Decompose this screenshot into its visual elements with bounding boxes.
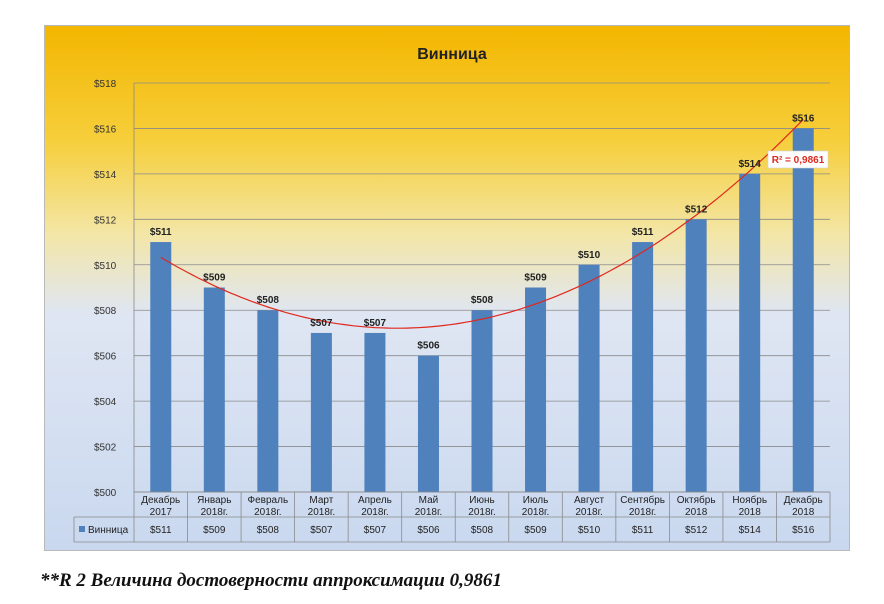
bar bbox=[364, 332, 386, 492]
bar bbox=[685, 219, 707, 493]
y-tick-label: $502 bbox=[94, 443, 117, 454]
category-label: Март bbox=[309, 495, 333, 506]
y-tick-label: $508 bbox=[94, 306, 117, 317]
category-label: Февраль bbox=[248, 495, 289, 506]
table-cell: $507 bbox=[364, 525, 387, 536]
category-label: 2018г. bbox=[308, 507, 335, 518]
category-label: 2018 bbox=[739, 507, 762, 518]
table-cell: $508 bbox=[257, 525, 280, 536]
y-tick-label: $512 bbox=[94, 215, 117, 226]
table-cell: $507 bbox=[310, 525, 333, 536]
table-cell: $510 bbox=[578, 525, 601, 536]
y-tick-label: $514 bbox=[94, 170, 117, 181]
category-label: Июнь bbox=[469, 495, 494, 506]
category-label: 2018 bbox=[792, 507, 815, 518]
y-tick-label: $518 bbox=[94, 79, 117, 90]
category-label: Август bbox=[574, 495, 605, 506]
data-label: $514 bbox=[739, 159, 762, 170]
category-label: Октябрь bbox=[677, 494, 716, 506]
data-label: $508 bbox=[471, 295, 494, 306]
category-label: 2018г. bbox=[522, 507, 549, 518]
bar bbox=[203, 287, 225, 492]
category-label: Декабрь bbox=[141, 494, 180, 506]
chart-title: Винница bbox=[417, 46, 487, 63]
table-cell: $508 bbox=[471, 525, 494, 536]
legend-label: Винница bbox=[88, 525, 129, 536]
y-tick-label: $500 bbox=[94, 488, 117, 499]
category-label: Май bbox=[419, 495, 439, 506]
data-label: $511 bbox=[150, 227, 172, 238]
category-label: 2018г. bbox=[254, 507, 281, 518]
data-label: $506 bbox=[417, 341, 440, 352]
chart-svg: Винница $500 $502 $504 $506 $508 $510 $512 $514 $… bbox=[73, 46, 831, 543]
category-label: 2018г. bbox=[629, 507, 656, 518]
table-cell: $512 bbox=[685, 525, 708, 536]
table-cell: $509 bbox=[203, 525, 226, 536]
bar bbox=[739, 173, 761, 492]
bar bbox=[471, 310, 493, 492]
category-label: Апрель bbox=[358, 495, 392, 506]
table-cell: $511 bbox=[150, 525, 172, 536]
category-label: Ноябрь bbox=[732, 494, 767, 506]
bar bbox=[792, 128, 814, 492]
data-label: $509 bbox=[524, 273, 547, 284]
data-label: $510 bbox=[578, 250, 601, 261]
data-label: $507 bbox=[310, 318, 333, 329]
data-label: $509 bbox=[203, 273, 226, 284]
data-label: $511 bbox=[632, 227, 654, 238]
footnote: **R 2 Величина достоверности аппроксимац… bbox=[40, 570, 502, 591]
bar bbox=[310, 332, 332, 492]
category-label: 2018г. bbox=[575, 507, 602, 518]
category-label: Декабрь bbox=[784, 494, 823, 506]
category-label: 2018г. bbox=[361, 507, 388, 518]
category-label: Июль bbox=[523, 495, 549, 506]
table-cell: $516 bbox=[792, 525, 815, 536]
category-label: 2018 bbox=[685, 507, 708, 518]
bar bbox=[632, 242, 654, 492]
chart-frame: Винница $500 $502 $504 $506 $508 $510 $512 $514 $… bbox=[44, 25, 850, 551]
bar bbox=[417, 355, 439, 492]
data-label: $516 bbox=[792, 113, 815, 124]
y-tick-label: $510 bbox=[94, 261, 117, 272]
category-label: 2018г. bbox=[415, 507, 442, 518]
category-label: 2018г. bbox=[201, 507, 228, 518]
table-cell: $509 bbox=[524, 525, 547, 536]
table-cell: $506 bbox=[417, 525, 440, 536]
y-tick-label: $516 bbox=[94, 124, 117, 135]
legend-key bbox=[79, 526, 85, 532]
category-label: Январь bbox=[197, 495, 231, 506]
category-label: Сентябрь bbox=[620, 494, 665, 506]
category-label: 2018г. bbox=[468, 507, 495, 518]
category-label: 2017 bbox=[150, 507, 173, 518]
bar bbox=[525, 287, 547, 492]
bar bbox=[578, 264, 600, 492]
y-tick-label: $504 bbox=[94, 397, 117, 408]
trendline bbox=[160, 119, 804, 329]
bar bbox=[257, 310, 279, 492]
data-label: $507 bbox=[364, 318, 387, 329]
table-cell: $511 bbox=[632, 525, 654, 536]
r2-label: R² = 0,9861 bbox=[772, 155, 825, 166]
y-tick-label: $506 bbox=[94, 352, 117, 363]
data-label: $508 bbox=[257, 295, 280, 306]
bar bbox=[150, 242, 172, 492]
r2-label-box bbox=[767, 150, 829, 169]
table-cell: $514 bbox=[739, 525, 762, 536]
data-label: $512 bbox=[685, 204, 708, 215]
